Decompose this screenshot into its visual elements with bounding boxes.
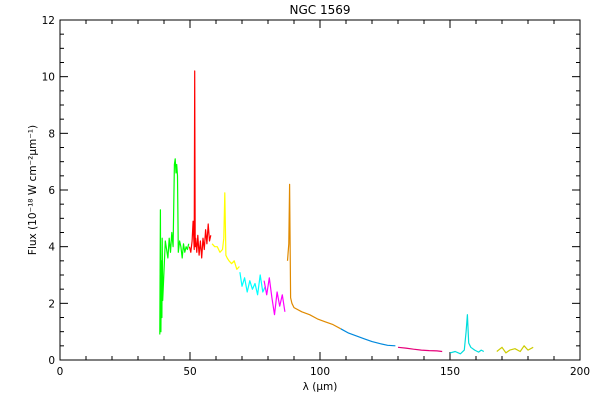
x-tick-label: 100 [310, 366, 330, 378]
series-line-8 [397, 346, 443, 353]
series-line-6 [286, 183, 342, 330]
x-tick-label: 50 [183, 366, 196, 378]
x-tick-label: 150 [440, 366, 460, 378]
series-line-4 [239, 272, 266, 296]
chart-title: NGC 1569 [289, 3, 350, 17]
plot-frame [59, 19, 581, 361]
y-tick-label: 2 [48, 298, 55, 310]
series-line-2 [188, 70, 212, 259]
series-line-10 [496, 345, 534, 354]
y-tick-label: 4 [48, 242, 55, 254]
y-tick-label: 12 [42, 15, 55, 27]
series-line-3 [211, 192, 240, 270]
x-axis-label: λ (μm) [303, 381, 338, 393]
series-line-5 [263, 277, 286, 316]
axis-ticks: 0 50 100 150 200 0 2 4 6 8 10 12 [42, 15, 590, 378]
y-tick-label: 6 [48, 185, 55, 197]
x-tick-label: 0 [57, 366, 64, 378]
series-line-9 [449, 314, 485, 355]
series-line-7 [340, 328, 396, 347]
y-axis-label: Flux (10⁻¹⁸ W cm⁻²μm⁻¹) [27, 125, 39, 255]
series-group [159, 70, 534, 355]
y-tick-label: 8 [48, 128, 55, 140]
y-tick-label: 0 [48, 355, 55, 367]
series-line-1 [159, 158, 190, 335]
y-tick-label: 10 [42, 72, 55, 84]
x-tick-label: 200 [570, 366, 590, 378]
